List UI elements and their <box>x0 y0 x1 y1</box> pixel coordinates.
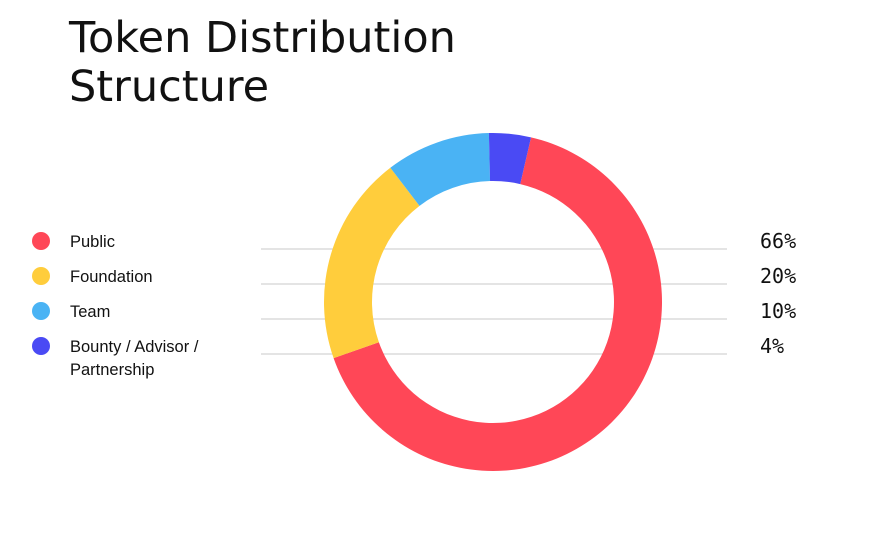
legend-dot-bounty-advisor-partnership <box>32 337 50 355</box>
legend-label-bounty-advisor-partnership: Bounty / Advisor / <box>70 338 199 356</box>
legend: Public Foundation Team Bounty / Advisor / Pa… <box>32 232 199 379</box>
donut-slice-public <box>333 137 662 471</box>
legend-dot-foundation <box>32 267 50 285</box>
legend-dot-public <box>32 232 50 250</box>
donut-slice-bounty-advisor-partnership <box>488 133 532 185</box>
legend-label-foundation: Foundation <box>70 268 153 286</box>
percent-label-bounty-advisor-partnership: 4% <box>760 334 784 358</box>
percent-label-public: 66% <box>760 229 796 253</box>
percent-label-team: 10% <box>760 299 796 323</box>
legend-label-team: Team <box>70 303 110 321</box>
chart-title-line-1: Token Distribution <box>68 13 456 63</box>
chart-title-line-2: Structure <box>69 62 269 112</box>
donut-slices <box>324 133 662 471</box>
donut-slice-foundation <box>324 167 420 359</box>
legend-label-bounty-advisor-partnership-line-2: Partnership <box>70 361 154 379</box>
legend-dot-team <box>32 302 50 320</box>
legend-label-public: Public <box>70 233 115 251</box>
percent-labels: 66% 20% 10% 4% <box>760 229 796 358</box>
percent-label-foundation: 20% <box>760 264 796 288</box>
donut-slice-team <box>390 133 491 206</box>
